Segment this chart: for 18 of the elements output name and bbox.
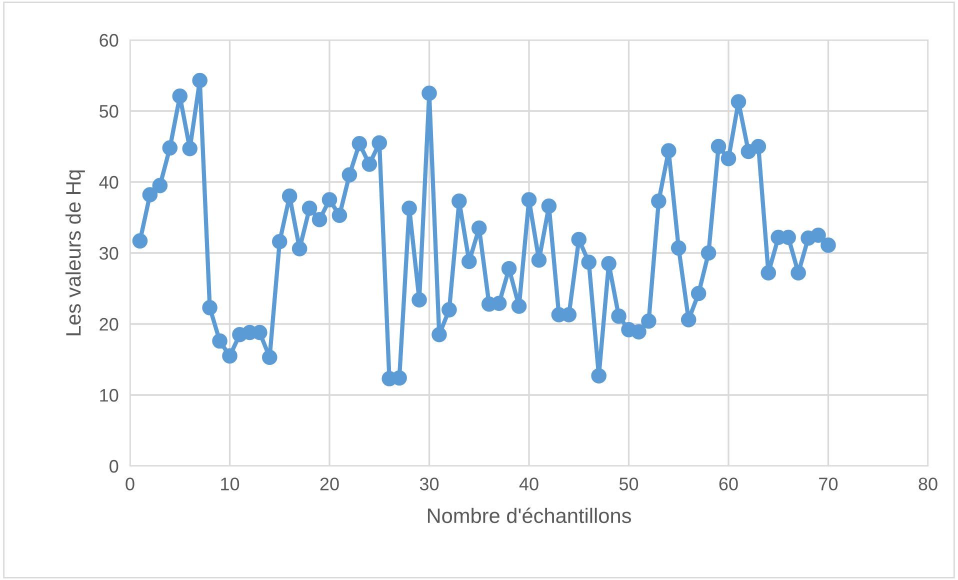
y-tick-label: 0 bbox=[110, 460, 118, 473]
y-tick-label: 20 bbox=[100, 318, 118, 331]
x-tick-label: 50 bbox=[619, 478, 638, 490]
y-axis-title: Les valeurs de Hq bbox=[66, 170, 85, 336]
y-tick-label: 30 bbox=[99, 246, 118, 260]
x-tick-label: 80 bbox=[918, 478, 938, 490]
x-tick-label: 70 bbox=[819, 478, 838, 490]
y-tick-label: 50 bbox=[100, 104, 118, 118]
y-tick-label: 60 bbox=[100, 34, 118, 47]
x-tick-label: 10 bbox=[221, 478, 240, 490]
x-tick-label: 20 bbox=[320, 478, 339, 490]
x-tick-label: 0 bbox=[126, 478, 134, 490]
x-tick-label: 30 bbox=[420, 478, 439, 490]
x-tick-label: 60 bbox=[719, 478, 738, 490]
x-axis-title: Nombre d'échantillons bbox=[428, 508, 631, 524]
y-tick-label: 40 bbox=[99, 176, 118, 189]
x-tick-label: 40 bbox=[519, 478, 538, 490]
y-tick-label: 10 bbox=[100, 388, 118, 402]
